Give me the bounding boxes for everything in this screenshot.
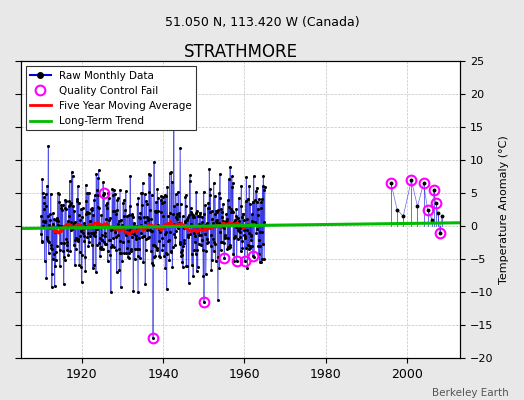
Text: Berkeley Earth: Berkeley Earth [432,388,508,398]
Title: STRATHMORE: STRATHMORE [183,43,298,61]
Text: 51.050 N, 113.420 W (Canada): 51.050 N, 113.420 W (Canada) [165,16,359,29]
Y-axis label: Temperature Anomaly (°C): Temperature Anomaly (°C) [499,135,509,284]
Legend: Raw Monthly Data, Quality Control Fail, Five Year Moving Average, Long-Term Tren: Raw Monthly Data, Quality Control Fail, … [26,66,196,130]
